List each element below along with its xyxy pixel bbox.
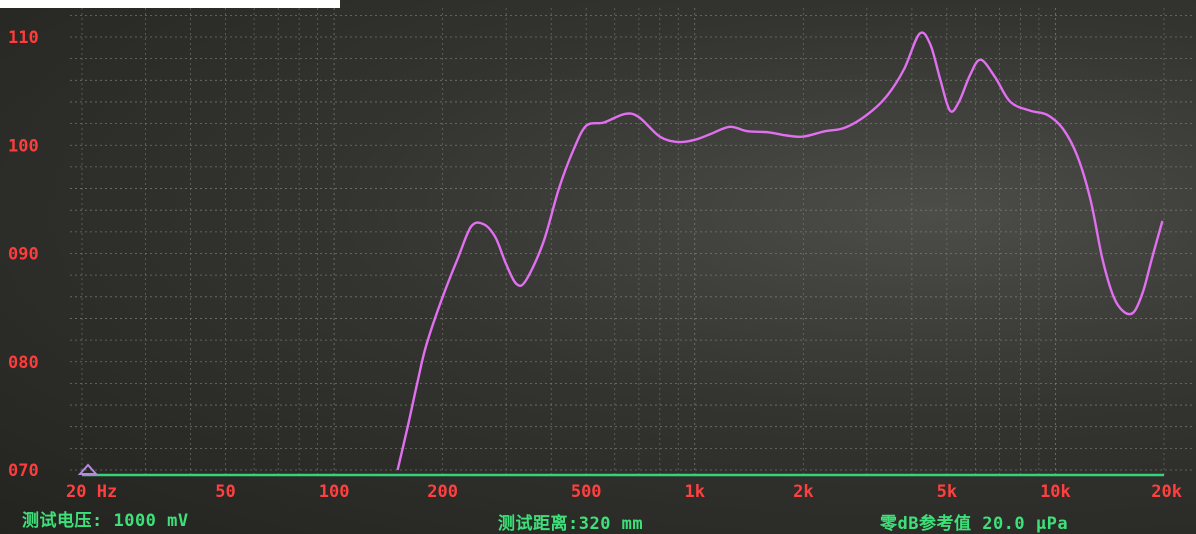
y-tick-label: 090 [8,245,39,265]
x-tick-label: 500 [571,482,602,502]
response-curve [396,31,1164,471]
x-tick-label: 200 [427,482,458,502]
x-tick-label: 5k [937,482,957,502]
start-marker-icon [77,463,99,475]
x-tick-label: 2k [793,482,813,502]
y-tick-label: 080 [8,353,39,373]
top-photo-edge [0,0,340,8]
y-tick-label: 070 [8,461,39,481]
series-layer [82,31,1164,477]
x-tick-label: 100 [319,482,350,502]
y-tick-label: 100 [8,136,39,156]
x-axis-ticks: 20 Hz 50 100 200 500 1k 2k 5k 10k 20k [66,482,1182,502]
y-tick-label: 110 [8,28,39,48]
x-tick-label: 1k [685,482,705,502]
x-tick-label: 20k [1151,482,1182,502]
zero-db-reference-label: 零dB参考值 20.0 µPa [880,514,1069,534]
x-tick-label: 10k [1040,482,1071,502]
x-tick-label: 50 [215,482,235,502]
test-distance-label: 测试距离:320 mm [498,514,644,534]
y-axis-ticks: 110 100 090 080 070 [8,28,39,481]
x-tick-label: 20 Hz [66,482,117,502]
grid [70,8,1194,476]
test-voltage-label: 测试电压: 1000 mV [22,511,189,531]
